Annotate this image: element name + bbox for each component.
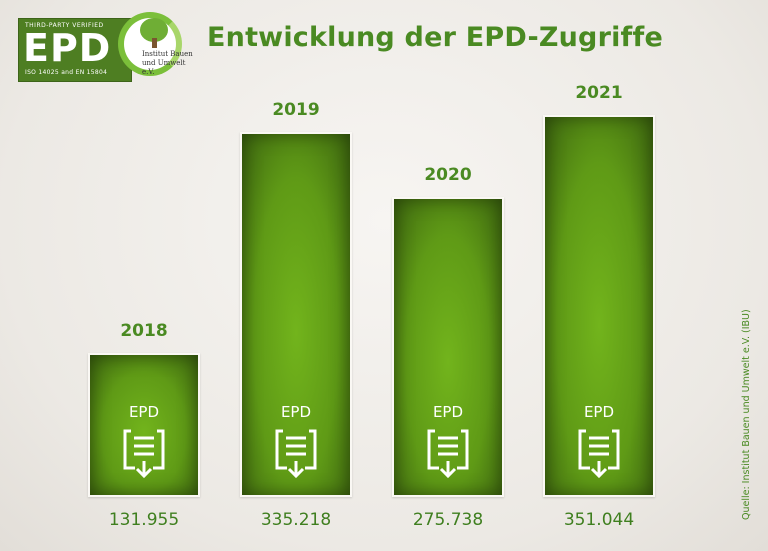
year-label: 2019 xyxy=(272,100,320,121)
logo-top-text: THIRD-PARTY VERIFIED xyxy=(25,22,104,29)
bar-2021 xyxy=(543,115,655,497)
logo-epd-text: EPD xyxy=(23,26,112,70)
year-label: 2018 xyxy=(120,321,168,342)
document-download-icon xyxy=(273,428,319,482)
source-note: Quelle: Institut Bauen und Umwelt e.V. (… xyxy=(741,309,752,520)
value-label: 335.218 xyxy=(260,510,332,530)
year-label: 2021 xyxy=(575,83,623,103)
chart-title: Entwicklung der EPD-Zugriffe xyxy=(207,22,663,53)
tree-trunk-icon xyxy=(152,38,157,48)
bar-epd-label: EPD xyxy=(280,403,312,421)
document-download-icon xyxy=(425,428,471,482)
epd-logo: THIRD-PARTY VERIFIED EPD ISO 14025 and E… xyxy=(18,12,196,82)
document-download-icon xyxy=(121,428,167,482)
logo-badge: THIRD-PARTY VERIFIED EPD ISO 14025 and E… xyxy=(18,18,132,82)
value-label: 351.044 xyxy=(563,510,635,530)
bar-2019 xyxy=(240,132,352,497)
document-download-icon xyxy=(576,428,622,482)
value-label: 131.955 xyxy=(108,510,180,530)
logo-ring-icon xyxy=(118,12,182,76)
logo-org-text: Institut Bauen und Umwelt e.V. xyxy=(142,50,196,77)
logo-iso-text: ISO 14025 and EN 15804 xyxy=(25,69,108,76)
bar-epd-label: EPD xyxy=(583,403,615,421)
logo-org-line1: Institut Bauen xyxy=(142,50,193,58)
year-label: 2020 xyxy=(424,164,472,185)
bar-epd-label: EPD xyxy=(128,403,160,421)
logo-org-line2: und Umwelt e.V. xyxy=(142,59,186,76)
value-label: 275.738 xyxy=(412,510,484,530)
bar-epd-label: EPD xyxy=(432,403,464,421)
